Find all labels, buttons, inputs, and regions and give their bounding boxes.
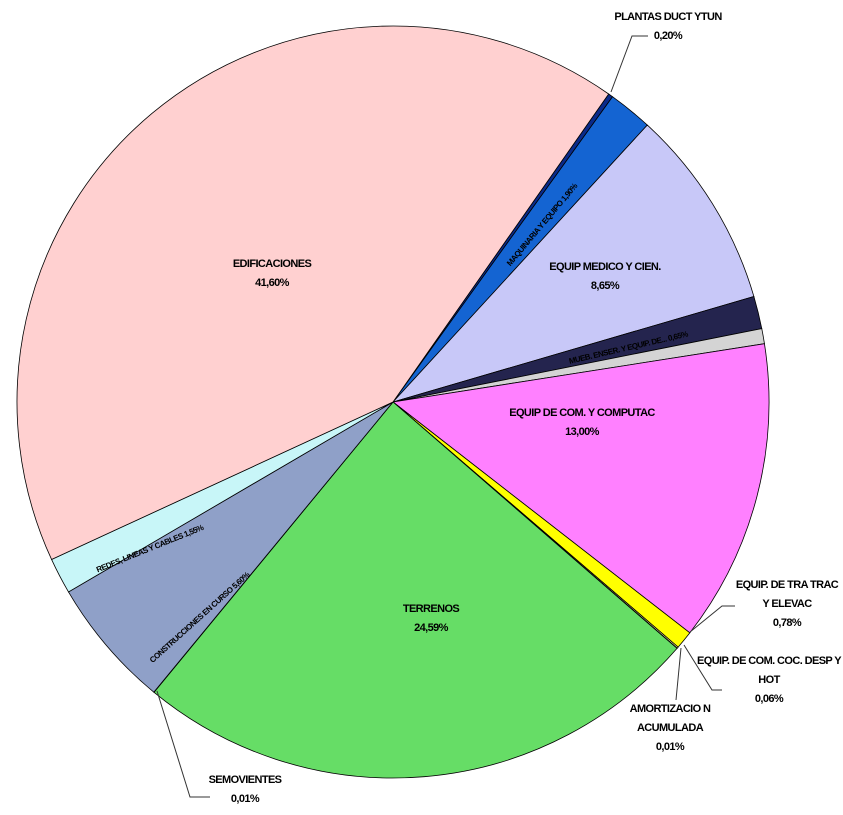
percent-label: 0,01% xyxy=(230,793,260,805)
leader-line xyxy=(156,690,210,798)
percent-label: 41,60% xyxy=(255,277,289,289)
percent-label: 0,06% xyxy=(754,693,784,705)
slice-label: SEMOVIENTES 0,01% xyxy=(185,771,305,809)
leader-line xyxy=(683,644,722,691)
leader-line xyxy=(689,605,735,633)
slice-label: EQUIP. DE COM. COC. DESP Y HOT 0,06% xyxy=(694,652,843,709)
percent-label: 13,00% xyxy=(565,426,599,438)
category-name: TERRENOS xyxy=(402,603,460,615)
category-name: EQUIP. DE COM. COC. DESP Y HOT xyxy=(697,655,842,686)
category-name: EQUIP DE COM. Y COMPUTAC xyxy=(509,407,655,419)
category-name: SEMOVIENTES xyxy=(208,774,282,786)
category-name: AMORTIZACIO N ACUMULADA xyxy=(629,703,711,734)
category-name: EQUIP. DE TRA TRAC Y ELEVAC xyxy=(735,579,839,610)
slice-label: TERRENOS 24,59% xyxy=(356,600,506,638)
slice-label: EQUIP MEDICO Y CIEN. 8,65% xyxy=(510,258,700,296)
slice-label: EQUIP DE COM. Y COMPUTAC 13,00% xyxy=(497,404,667,442)
slice-label: AMORTIZACIO N ACUMULADA 0,01% xyxy=(615,700,725,757)
leader-line xyxy=(610,35,648,93)
pie-slice xyxy=(391,124,755,403)
pie-slice xyxy=(16,25,610,561)
leader-line xyxy=(675,647,682,701)
slice-label: PLANTAS DUCT YTUN 0,20% xyxy=(608,8,728,46)
category-name: EDIFICACIONES xyxy=(232,258,312,270)
pie-slice xyxy=(392,343,770,634)
category-name: EQUIP MEDICO Y CIEN. xyxy=(549,261,661,273)
percent-label: 0,78% xyxy=(772,617,802,629)
pie-slice xyxy=(153,401,678,779)
percent-label: 0,01% xyxy=(655,741,685,753)
category-name: PLANTAS DUCT YTUN xyxy=(614,11,722,23)
percent-label: 8,65% xyxy=(590,280,620,292)
slice-label: EQUIP. DE TRA TRAC Y ELEVAC 0,78% xyxy=(732,576,842,633)
percent-label: 24,59% xyxy=(414,622,448,634)
pie-slice xyxy=(67,401,394,693)
slice-label: EDIFICACIONES 41,60% xyxy=(182,255,362,293)
percent-label: 0,20% xyxy=(653,30,683,42)
